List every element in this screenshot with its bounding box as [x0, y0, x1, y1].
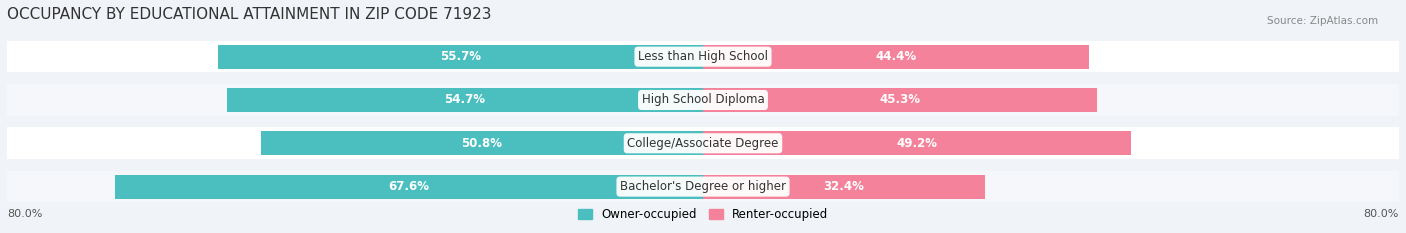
Text: 49.2%: 49.2%	[897, 137, 938, 150]
Bar	[7, 84, 1399, 116]
Bar	[7, 127, 1399, 159]
Bar	[115, 175, 703, 199]
Text: 44.4%: 44.4%	[876, 50, 917, 63]
Text: 32.4%: 32.4%	[824, 180, 865, 193]
Text: 54.7%: 54.7%	[444, 93, 485, 106]
Text: 50.8%: 50.8%	[461, 137, 502, 150]
Text: Less than High School: Less than High School	[638, 50, 768, 63]
Legend: Owner-occupied, Renter-occupied: Owner-occupied, Renter-occupied	[572, 203, 834, 226]
Bar	[228, 88, 703, 112]
Text: Bachelor's Degree or higher: Bachelor's Degree or higher	[620, 180, 786, 193]
Bar	[703, 175, 984, 199]
Text: College/Associate Degree: College/Associate Degree	[627, 137, 779, 150]
Text: Source: ZipAtlas.com: Source: ZipAtlas.com	[1267, 16, 1378, 26]
Bar	[262, 131, 703, 155]
Text: 45.3%: 45.3%	[880, 93, 921, 106]
Text: 67.6%: 67.6%	[388, 180, 429, 193]
Bar	[703, 45, 1090, 69]
Bar	[703, 131, 1130, 155]
Bar	[218, 45, 703, 69]
Text: OCCUPANCY BY EDUCATIONAL ATTAINMENT IN ZIP CODE 71923: OCCUPANCY BY EDUCATIONAL ATTAINMENT IN Z…	[7, 7, 492, 22]
Bar	[703, 88, 1097, 112]
Text: 80.0%: 80.0%	[1364, 209, 1399, 219]
Text: High School Diploma: High School Diploma	[641, 93, 765, 106]
Text: 55.7%: 55.7%	[440, 50, 481, 63]
Bar	[7, 171, 1399, 202]
Bar	[7, 41, 1399, 72]
Text: 80.0%: 80.0%	[7, 209, 42, 219]
